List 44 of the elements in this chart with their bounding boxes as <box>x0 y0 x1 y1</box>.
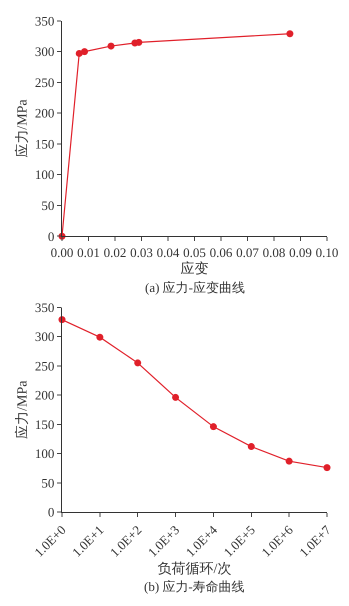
y-tick-label: 350 <box>34 300 54 315</box>
x-tick-label: 0.09 <box>289 244 312 260</box>
point <box>324 464 330 472</box>
y-tick-label: 50 <box>41 198 54 214</box>
y-tick-label: 250 <box>34 358 54 374</box>
point <box>135 38 142 46</box>
text: (a) 应力-应变曲线 <box>145 280 246 295</box>
x-tick-label: 0.05 <box>183 244 206 260</box>
point <box>172 394 180 401</box>
y-tick-label: 300 <box>34 44 54 60</box>
point <box>96 334 104 341</box>
x-tick-label: 0.04 <box>156 244 180 260</box>
point <box>248 443 255 450</box>
y-axis-title: 应力/MPa <box>14 380 30 439</box>
y-tick-label: 0 <box>48 504 54 520</box>
text: (b) 应力-寿命曲线 <box>144 579 245 594</box>
point <box>108 42 115 50</box>
y-tick-label: 200 <box>34 388 54 403</box>
x-axis-title: 负荷循环/次 <box>158 561 232 578</box>
x-tick-label: 0.00 <box>50 244 74 260</box>
y-tick-label: 250 <box>34 74 54 90</box>
point <box>210 423 217 430</box>
y-tick-label: 100 <box>34 167 54 182</box>
x-axis-title: 应变 <box>180 261 208 278</box>
x-tick-label: 0.07 <box>236 244 260 260</box>
y-tick-label: 200 <box>34 106 54 121</box>
y-tick-label: 50 <box>41 475 54 490</box>
y-tick-label: 100 <box>34 446 54 462</box>
y-axis-title: 应力/MPa <box>14 98 30 158</box>
y-tick-label: 350 <box>34 13 54 28</box>
point <box>81 48 88 56</box>
y-tick-label: 150 <box>34 416 54 432</box>
x-tick-label: 0.10 <box>316 244 338 260</box>
y-tick-label: 300 <box>34 329 54 344</box>
x-tick-label: 0.01 <box>77 244 100 260</box>
point <box>134 359 142 366</box>
x-tick-label: 0.08 <box>262 244 286 260</box>
point <box>286 30 294 38</box>
x-tick-label: 0.06 <box>210 244 233 260</box>
x-tick-label: 0.02 <box>104 244 126 260</box>
y-tick-label: 150 <box>34 136 54 152</box>
y-tick-label: 0 <box>48 228 54 244</box>
point <box>286 458 293 465</box>
x-tick-label: 0.03 <box>130 244 153 260</box>
